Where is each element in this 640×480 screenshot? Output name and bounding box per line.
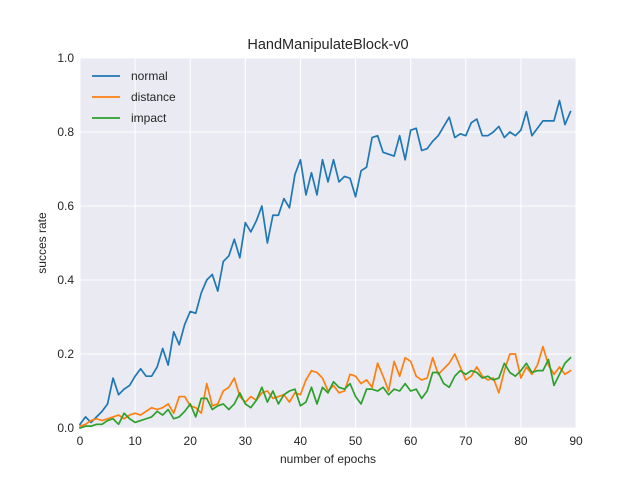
y-tick-label: 0.0 <box>57 421 74 435</box>
y-tick-label: 0.4 <box>57 273 74 287</box>
x-tick-label: 40 <box>294 434 308 448</box>
y-tick-label: 1.0 <box>57 51 74 65</box>
grid <box>79 57 577 429</box>
y-axis-ticks: 0.0 0.2 0.4 0.6 0.8 1.0 <box>57 51 74 435</box>
chart-title: HandManipulateBlock-v0 <box>247 37 408 53</box>
x-tick-label: 0 <box>77 434 84 448</box>
y-axis-label: succes rate <box>35 212 49 274</box>
x-tick-label: 70 <box>459 434 473 448</box>
x-tick-label: 60 <box>404 434 418 448</box>
legend-label-distance: distance <box>131 90 176 104</box>
series-lines <box>78 99 572 430</box>
series-line-distance <box>78 345 572 428</box>
y-tick-label: 0.6 <box>57 199 74 213</box>
x-tick-label: 30 <box>239 434 253 448</box>
y-tick-label: 0.8 <box>57 125 74 139</box>
x-tick-label: 80 <box>514 434 528 448</box>
y-tick-label: 0.2 <box>57 347 74 361</box>
x-axis-ticks: 0 10 20 30 40 50 60 70 80 90 <box>77 434 583 448</box>
plot-area <box>80 58 576 428</box>
x-tick-label: 20 <box>184 434 198 448</box>
x-tick-label: 50 <box>349 434 363 448</box>
series-line-normal <box>78 99 572 426</box>
legend: normal distance impact <box>92 69 176 125</box>
x-tick-label: 10 <box>128 434 142 448</box>
series-line-impact <box>78 356 572 430</box>
legend-label-impact: impact <box>131 111 167 125</box>
legend-label-normal: normal <box>131 69 168 83</box>
x-axis-label: number of epochs <box>280 452 376 466</box>
x-tick-label: 90 <box>569 434 583 448</box>
